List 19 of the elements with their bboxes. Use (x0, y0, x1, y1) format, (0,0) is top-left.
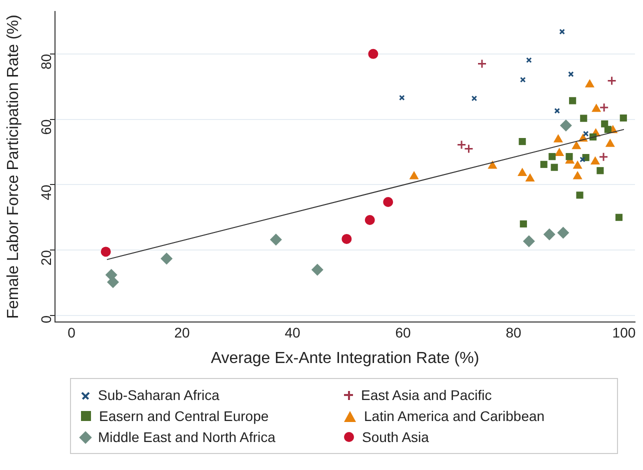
x-tick-label: 0 (68, 324, 76, 340)
y-tick-label: 20 (38, 250, 54, 266)
legend-label: East Asia and Pacific (361, 387, 492, 403)
y-tick-label: 40 (38, 184, 54, 200)
legend-label: Easern and Central Europe (99, 408, 269, 424)
y-tick-label: 0 (38, 315, 54, 324)
legend-label: Sub-Saharan Africa (98, 387, 220, 403)
legend-label: Middle East and North Africa (98, 429, 276, 445)
x-tick-label: 100 (612, 324, 636, 340)
x-tick-label: 80 (506, 324, 522, 340)
x-tick-label: 20 (174, 324, 190, 340)
y-axis-title: Female Labor Force Participation Rate (%) (5, 14, 22, 319)
x-tick-label: 40 (284, 324, 301, 340)
y-tick-label: 80 (38, 54, 54, 70)
x-axis-title: Average Ex-Ante Integration Rate (%) (210, 350, 480, 367)
x-tick-label: 60 (395, 324, 411, 340)
legend-label: South Asia (362, 429, 429, 445)
y-tick-label: 60 (38, 119, 54, 135)
legend-label: Latin America and Caribbean (364, 408, 545, 424)
